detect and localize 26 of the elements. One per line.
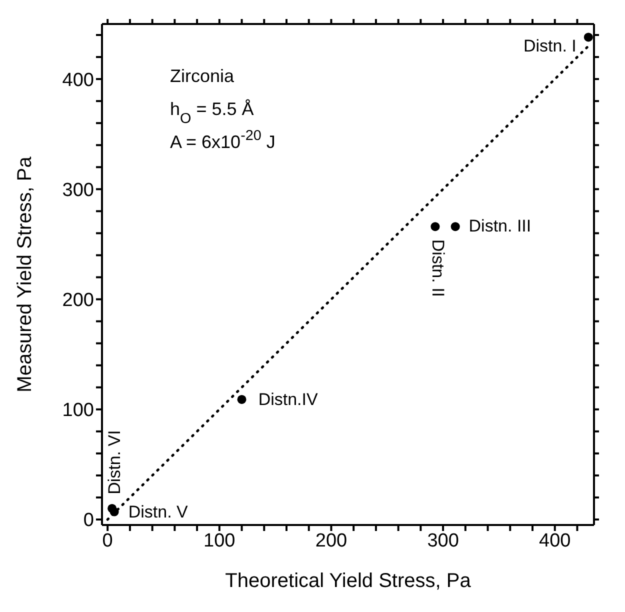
y-tick-label: 200 [62,290,94,312]
y-tick-label: 0 [83,510,94,532]
point [108,504,117,513]
x-tick-label: 400 [539,530,571,552]
annotation: Distn. III [468,216,532,236]
y-tick-label: 300 [62,180,94,201]
annotation: Distn.IV [258,390,319,409]
y-tick-label: 400 [62,70,94,91]
point [450,222,460,232]
x-tick-label: 200 [315,530,348,552]
y-tick-label: 100 [62,400,94,422]
point [584,32,593,42]
point [237,394,246,404]
annotation: h$_{O}$ = 5.5 Å [170,99,254,127]
annotation: A = 6x10$^{-20}$ J [170,128,276,152]
point [430,222,440,232]
annotation: Distn. V [128,502,189,522]
annotation: Distn. II [428,239,448,298]
annotation: Distn. VI [106,430,125,494]
annotation: Zirconia [170,66,236,86]
annotation: Distn. I [523,36,576,56]
x-axis-title: Theoretical Yield Stress, Pa [225,570,472,592]
x-tick-label: 100 [204,530,236,552]
x-tick-label: 300 [427,530,459,552]
y-axis-title: Measured Yield Stress, Pa [14,156,36,392]
x-tick-label: 0 [102,530,113,552]
